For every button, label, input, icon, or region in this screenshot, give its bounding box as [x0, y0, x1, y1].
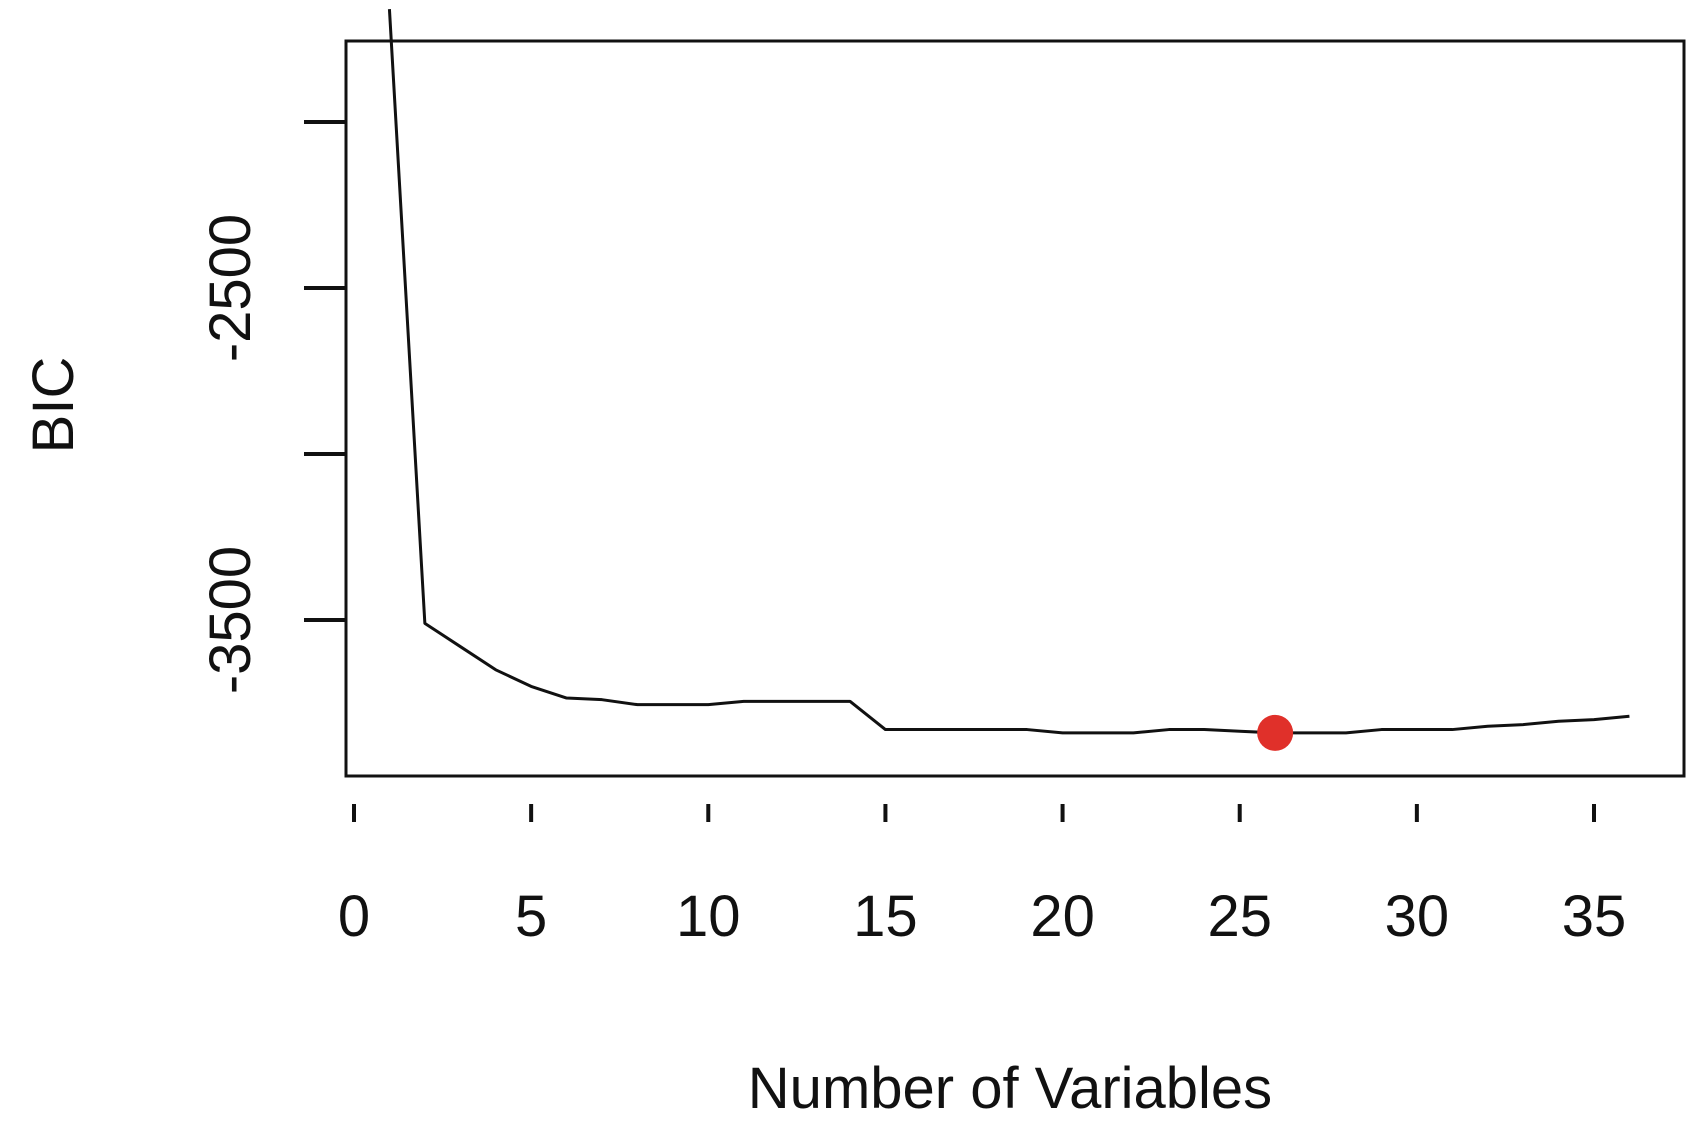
highlight-layer	[1257, 714, 1294, 751]
plot-frame	[344, 39, 1686, 778]
x-tick-label: 35	[1562, 884, 1627, 949]
y-tick-label: -2500	[198, 214, 263, 362]
y-axis: -2500 -3500	[198, 120, 346, 694]
series-layer	[387, 9, 1630, 735]
y-axis-title: BIC	[21, 357, 86, 454]
x-axis: 0 5 10 15 20 25 30 35	[338, 804, 1626, 949]
x-tick-label: 25	[1207, 884, 1272, 949]
x-tick-label: 0	[338, 884, 370, 949]
bic-series-line	[387, 9, 1630, 735]
x-tick-label: 20	[1030, 884, 1095, 949]
min-bic-point	[1257, 714, 1294, 751]
x-tick-label: 30	[1385, 884, 1450, 949]
x-tick-label: 15	[853, 884, 918, 949]
x-axis-title: Number of Variables	[748, 1056, 1272, 1121]
x-tick-label: 10	[676, 884, 741, 949]
x-tick-label: 5	[515, 884, 547, 949]
y-tick-label: -3500	[198, 546, 263, 694]
